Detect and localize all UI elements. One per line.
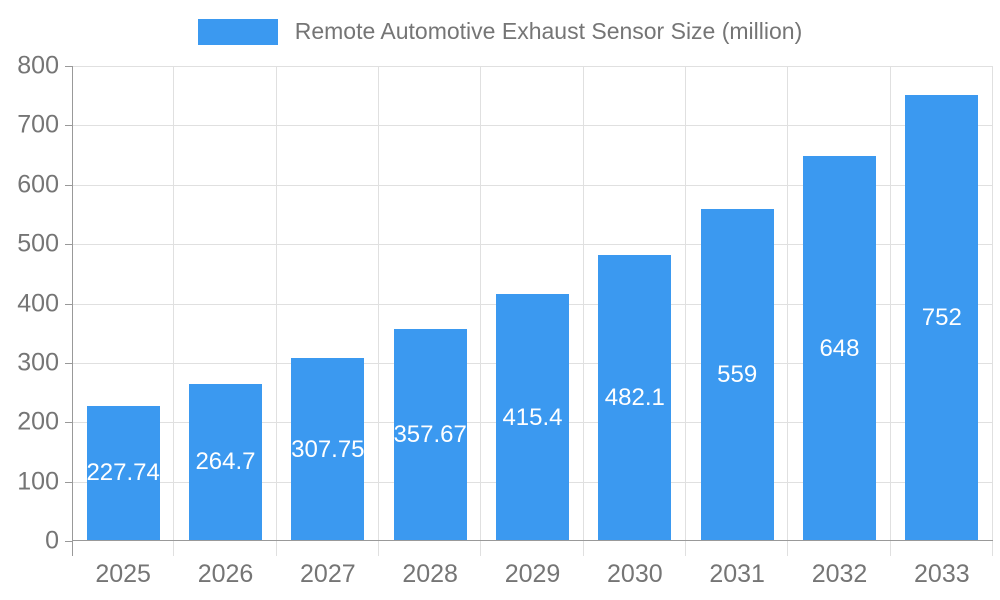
legend-item[interactable]: Remote Automotive Exhaust Sensor Size (m… — [197, 18, 803, 45]
x-axis-label: 2031 — [709, 560, 765, 588]
y-axis-tick — [65, 125, 72, 127]
y-axis-label: 500 — [17, 229, 59, 258]
bar-value-label: 357.67 — [393, 420, 467, 448]
bar[interactable]: 264.7 — [188, 383, 263, 541]
bar[interactable]: 307.75 — [291, 358, 365, 541]
bar[interactable]: 559 — [700, 209, 774, 541]
x-axis-label: 2030 — [607, 560, 663, 588]
bar-value-label: 415.4 — [502, 403, 563, 431]
x-axis-label: 2028 — [402, 560, 458, 588]
legend-label: Remote Automotive Exhaust Sensor Size (m… — [294, 18, 803, 44]
vertical-gridline — [480, 66, 482, 556]
vertical-gridline — [173, 66, 175, 556]
x-axis-label: 2029 — [504, 560, 561, 588]
gridline — [72, 244, 993, 246]
vertical-gridline — [992, 66, 993, 556]
gridline — [72, 66, 993, 67]
y-axis-label: 400 — [17, 289, 59, 317]
vertical-gridline — [889, 66, 891, 556]
bar-value-label: 307.75 — [291, 435, 365, 463]
bar-value-label: 648 — [819, 334, 860, 362]
gridline — [72, 184, 993, 186]
bar[interactable]: 752 — [905, 94, 979, 541]
y-axis-label: 100 — [17, 467, 59, 496]
plot-area: 0 100 200 300 400 500 600 700 800 2025 227.74 2026 2… — [17, 52, 993, 588]
x-axis-label: 2026 — [197, 560, 254, 588]
legend: Remote Automotive Exhaust Sensor Size (m… — [0, 18, 1000, 45]
x-axis-label: 2027 — [300, 560, 356, 588]
y-axis-label: 200 — [17, 407, 59, 436]
vertical-gridline — [378, 66, 379, 556]
vertical-gridline — [787, 66, 789, 556]
x-axis-label: 2025 — [95, 560, 151, 588]
x-axis-label: 2032 — [811, 560, 868, 588]
y-axis-tick — [65, 184, 72, 186]
y-axis-label: 0 — [45, 526, 59, 555]
y-axis-label: 300 — [17, 348, 59, 377]
y-axis-tick — [65, 541, 72, 542]
y-axis-tick — [65, 66, 72, 67]
y-axis-label: 700 — [17, 110, 59, 139]
bar-value-label: 227.74 — [86, 459, 160, 487]
bar-value-label: 752 — [921, 303, 962, 331]
bar-value-label: 264.7 — [195, 448, 256, 476]
y-axis-tick — [65, 244, 72, 246]
y-axis-tick — [65, 362, 72, 364]
bar[interactable]: 415.4 — [495, 294, 570, 541]
vertical-gridline — [685, 66, 686, 556]
y-axis-label: 600 — [17, 170, 59, 199]
y-axis-tick — [65, 303, 72, 305]
bar-value-label: 559 — [717, 361, 758, 389]
y-axis-line — [72, 66, 73, 556]
bar[interactable]: 357.67 — [393, 328, 467, 541]
x-axis-line — [72, 540, 993, 541]
x-axis-label: 2033 — [914, 560, 970, 588]
bar[interactable]: 648 — [802, 156, 877, 541]
y-axis-tick — [65, 422, 72, 424]
y-axis-tick — [65, 481, 72, 483]
gridline — [72, 125, 993, 127]
bar[interactable]: 227.74 — [86, 405, 160, 541]
y-axis-label: 800 — [17, 51, 59, 80]
bar-value-label: 482.1 — [604, 383, 665, 411]
bar[interactable]: 482.1 — [598, 254, 672, 541]
legend-swatch-icon — [197, 18, 278, 45]
vertical-gridline — [582, 66, 584, 556]
vertical-gridline — [275, 66, 277, 556]
